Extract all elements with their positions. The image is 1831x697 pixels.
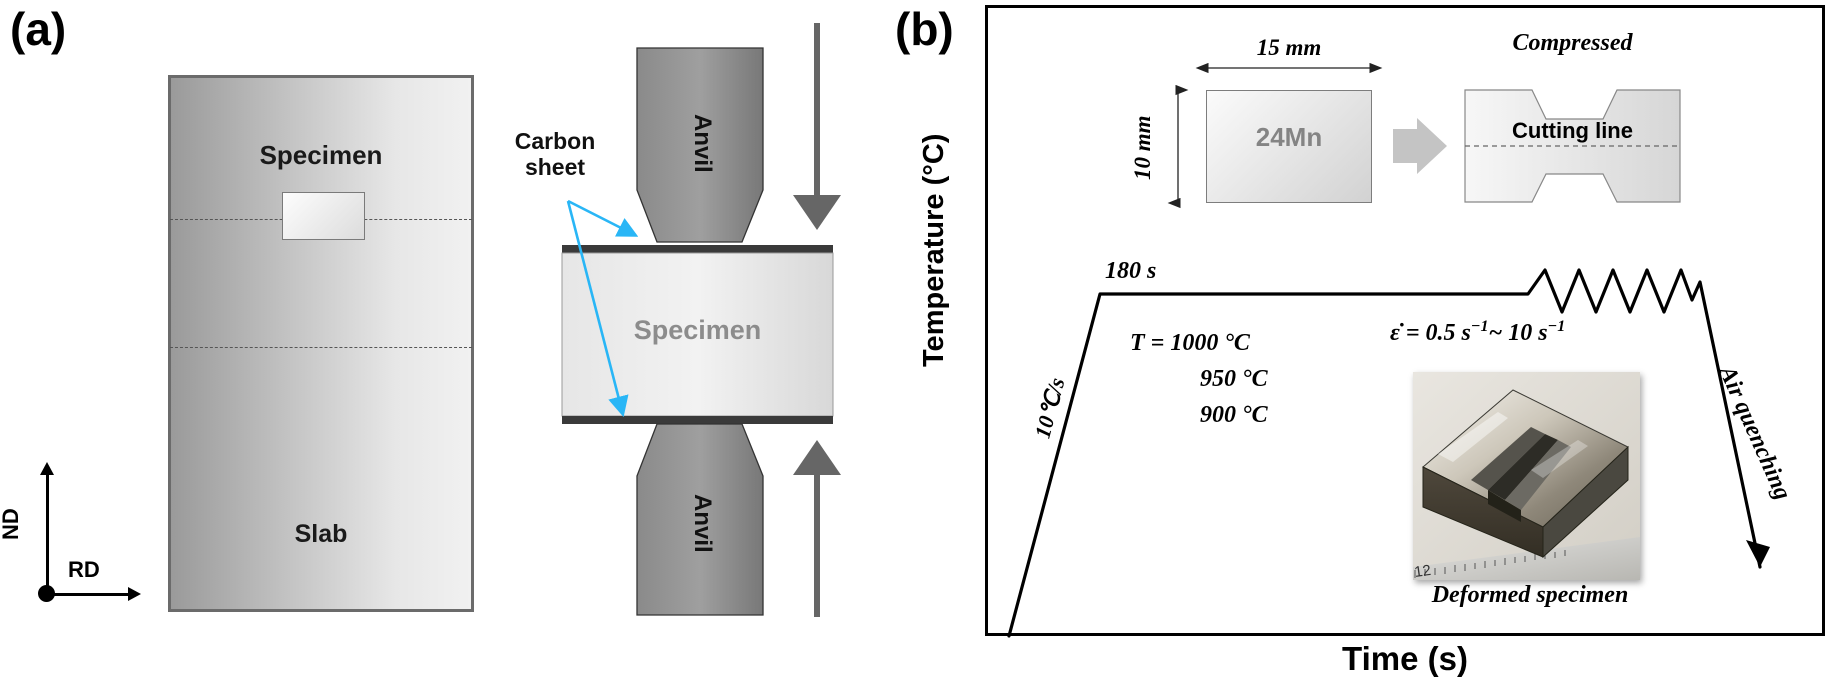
svg-text:12: 12 <box>1413 562 1432 580</box>
